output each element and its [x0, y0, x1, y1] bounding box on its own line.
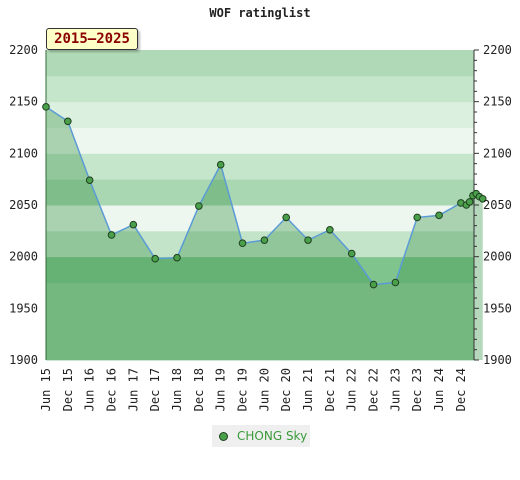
x-tick-label: Dec 19 [236, 368, 250, 411]
background-band [46, 153, 474, 180]
background-band [46, 50, 474, 77]
data-point[interactable] [173, 253, 181, 262]
data-point[interactable] [238, 239, 247, 248]
x-tick-label: Dec 15 [61, 368, 75, 411]
data-point[interactable] [151, 254, 159, 263]
background-band [46, 205, 474, 232]
x-tick-label: Dec 22 [367, 368, 381, 411]
x-tick-label: Jun 20 [257, 368, 271, 411]
y-tick-label-right: 2150 [483, 95, 512, 109]
background-band [46, 230, 474, 258]
data-point[interactable] [478, 195, 487, 203]
x-tick-label: Jun 22 [345, 368, 359, 411]
x-tick-labels: Jun 15 Dec 15 Jun 16 Dec 16 Jun 17 Dec 17 Jun … [39, 368, 468, 411]
data-point[interactable] [282, 213, 291, 222]
x-tick-label: Dec 16 [105, 368, 119, 411]
x-tick-label: Jun 23 [388, 368, 402, 411]
data-point[interactable] [435, 211, 443, 220]
data-point[interactable] [347, 249, 356, 258]
legend[interactable]: CHONG Sky [212, 425, 310, 447]
y-tick-label-right: 1900 [483, 353, 512, 367]
x-tick-label: Jun 17 [126, 368, 140, 411]
data-point[interactable] [107, 231, 116, 239]
x-tick-label: Dec 23 [410, 368, 424, 411]
background-band [46, 101, 474, 128]
x-tick-label: Dec 20 [279, 368, 293, 411]
data-point[interactable] [326, 226, 334, 234]
data-point[interactable] [465, 198, 474, 206]
data-points [42, 103, 487, 289]
legend-label: CHONG Sky [237, 429, 308, 443]
background-band [46, 75, 474, 103]
data-point[interactable] [195, 202, 203, 210]
x-tick-label: Jun 15 [39, 368, 53, 411]
data-point[interactable] [260, 236, 269, 244]
axes [45, 49, 479, 361]
y-tick-label-left: 2000 [9, 250, 38, 264]
data-point[interactable] [304, 236, 312, 244]
y-tick-label-left: 2050 [9, 198, 38, 212]
chart-title: WOF ratinglist [209, 6, 310, 20]
y-tick-label-left: 1950 [9, 301, 38, 315]
series-area [46, 106, 483, 360]
x-tick-label: Dec 21 [323, 368, 337, 411]
data-point[interactable] [369, 280, 378, 289]
area-fill [46, 106, 483, 360]
y-tick-labels: 1900 1900 1950 1950 2000 2000 2050 2050 2100 2100… [9, 43, 512, 367]
y-tick-label-left: 2200 [9, 43, 38, 57]
background-band [46, 334, 474, 361]
x-tick-label: Dec 17 [148, 368, 162, 411]
data-point[interactable] [391, 278, 400, 287]
y-tick-label-right: 2100 [483, 146, 512, 160]
x-tick-label: Jun 19 [214, 368, 228, 411]
y-tick-label-right: 1950 [483, 301, 512, 315]
date-range-badge: 2015–2025 [46, 28, 138, 50]
y-tick-label-left: 2100 [9, 146, 38, 160]
x-tick-label: Jun 18 [170, 368, 184, 411]
y-tick-label-left: 1900 [9, 353, 38, 367]
data-point[interactable] [85, 176, 94, 184]
y-tick-label-right: 2200 [483, 43, 512, 57]
x-tick-label: Dec 18 [192, 368, 206, 411]
background-band [46, 282, 474, 309]
x-tick-label: Jun 21 [301, 368, 315, 411]
x-tick-label: Dec 24 [454, 368, 468, 411]
data-point[interactable] [42, 103, 50, 111]
y-tick-label-right: 2000 [483, 250, 512, 264]
data-point[interactable] [413, 213, 422, 222]
legend-marker-icon [219, 431, 228, 441]
x-tick-label: Jun 24 [432, 368, 446, 411]
data-point[interactable] [129, 220, 138, 229]
background-band [46, 308, 474, 335]
data-point[interactable] [216, 160, 225, 169]
background-band [46, 179, 474, 206]
x-tick-label: Jun 16 [83, 368, 97, 411]
background-band [46, 127, 474, 154]
data-point[interactable] [64, 117, 72, 126]
y-tick-label-left: 2150 [9, 95, 38, 109]
y-tick-label-right: 2050 [483, 198, 512, 212]
